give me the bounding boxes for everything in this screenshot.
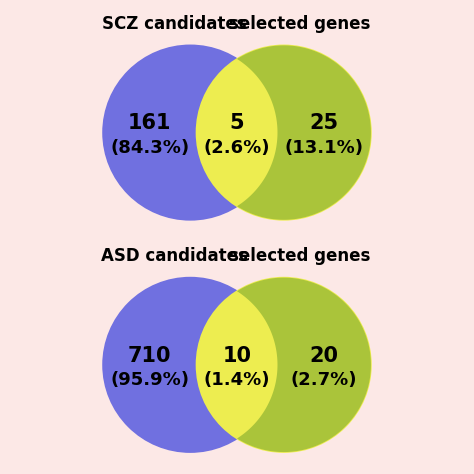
Text: 10: 10 — [222, 346, 252, 365]
Circle shape — [103, 278, 277, 452]
Circle shape — [197, 278, 371, 452]
Text: (84.3%): (84.3%) — [110, 139, 189, 157]
Text: (2.6%): (2.6%) — [204, 139, 270, 157]
Text: selected genes: selected genes — [228, 15, 370, 33]
Text: selected genes: selected genes — [228, 247, 370, 265]
Text: 5: 5 — [230, 113, 244, 133]
Circle shape — [197, 46, 371, 220]
Text: (95.9%): (95.9%) — [110, 372, 189, 390]
Text: (13.1%): (13.1%) — [285, 139, 364, 157]
Text: (1.4%): (1.4%) — [204, 372, 270, 390]
Text: 25: 25 — [310, 113, 339, 133]
Text: 710: 710 — [128, 346, 172, 365]
Text: SCZ candidates: SCZ candidates — [102, 15, 247, 33]
Text: 20: 20 — [310, 346, 339, 365]
Text: ASD candidates: ASD candidates — [101, 247, 248, 265]
Polygon shape — [237, 278, 371, 452]
Text: (2.7%): (2.7%) — [291, 372, 357, 390]
Circle shape — [103, 46, 277, 220]
Text: 161: 161 — [128, 113, 172, 133]
Polygon shape — [237, 46, 371, 220]
